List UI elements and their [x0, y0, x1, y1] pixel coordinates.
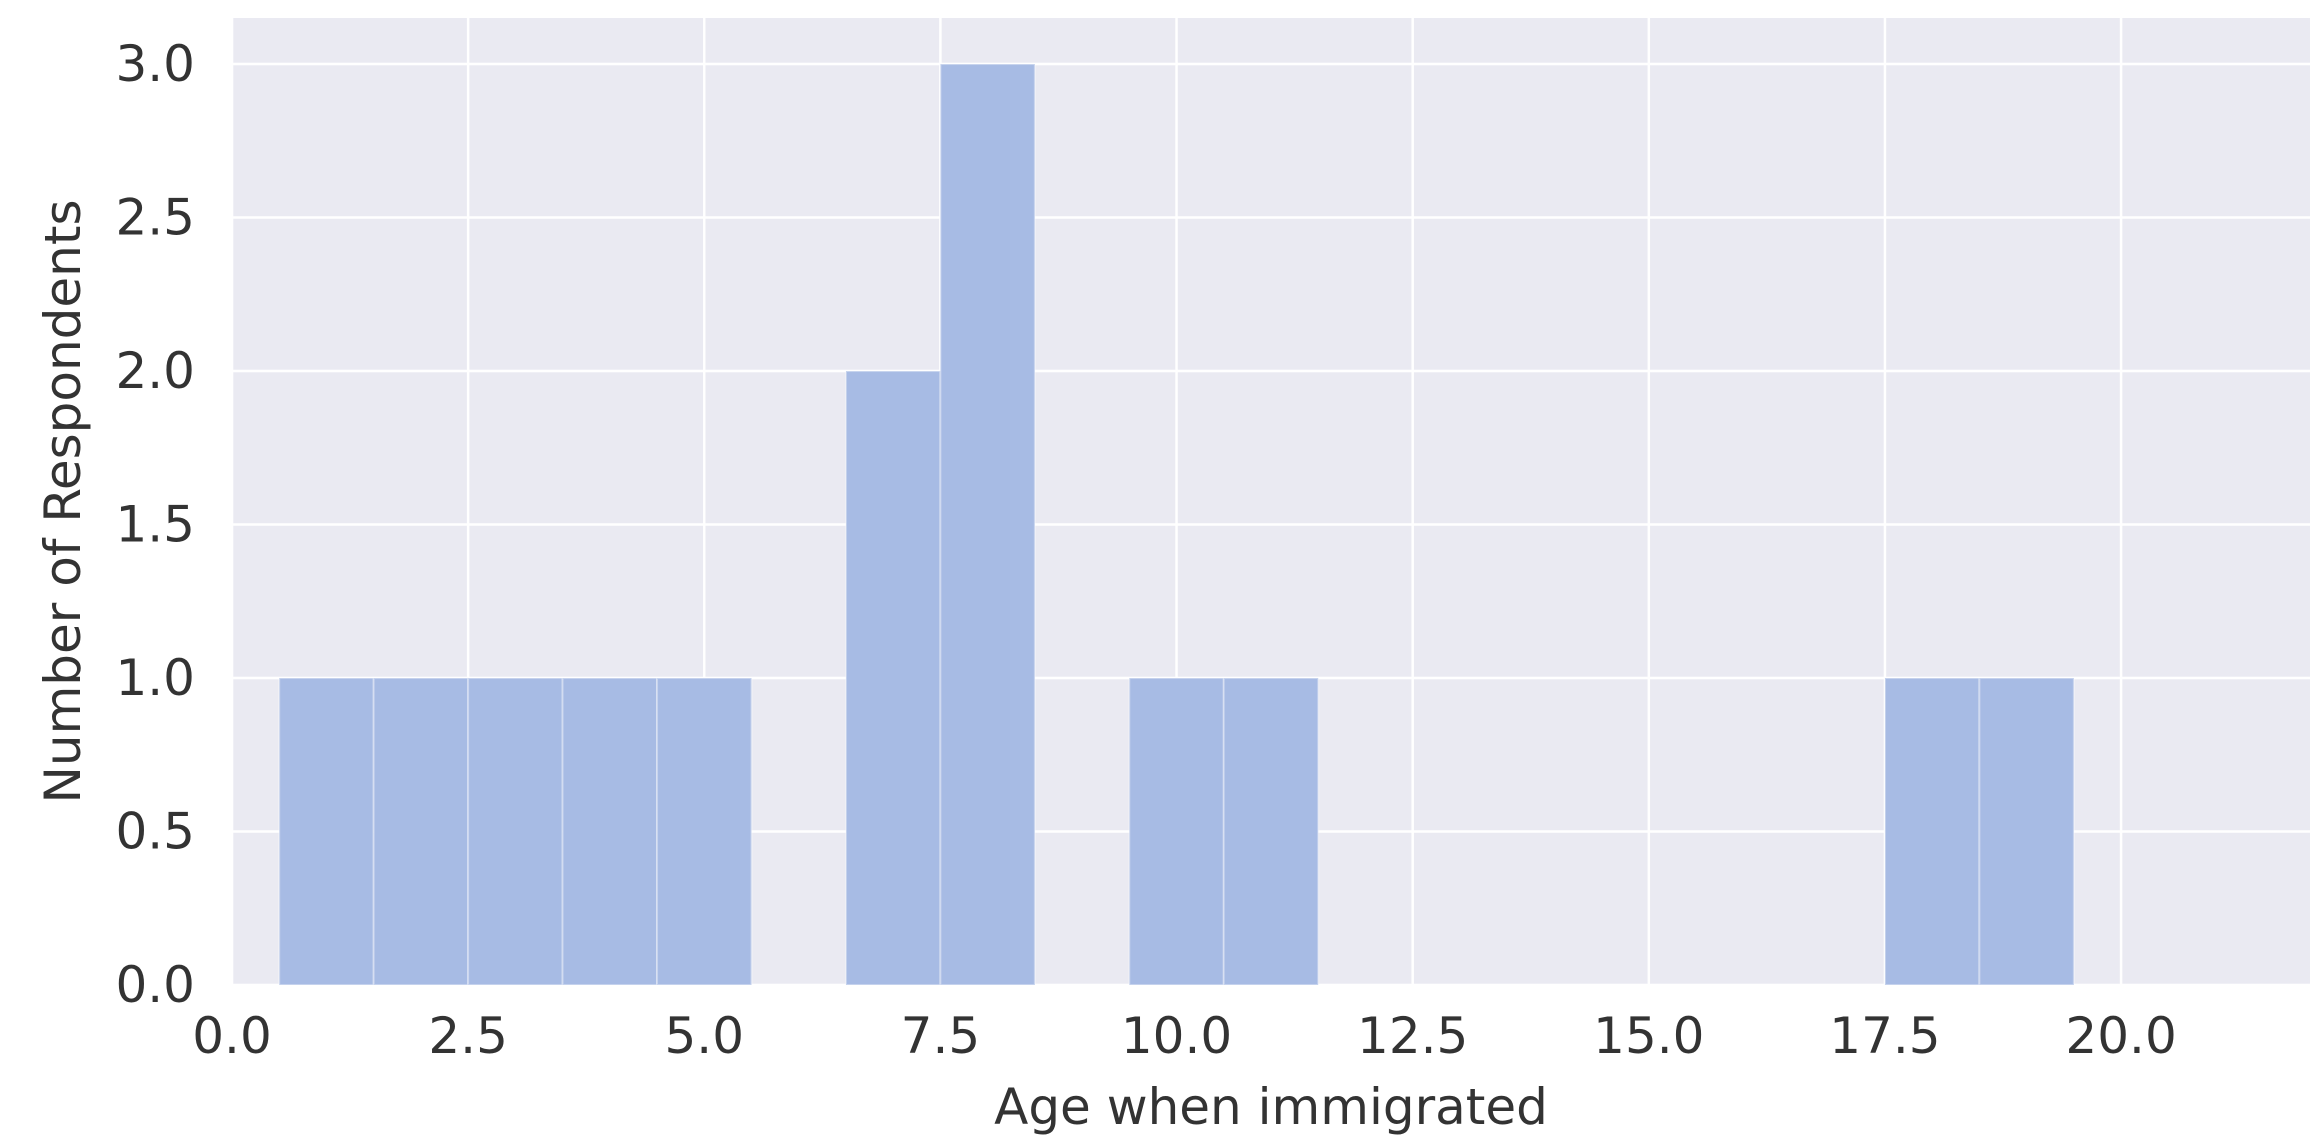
x-tick-label: 7.5 [901, 1007, 981, 1065]
y-axis-label: Number of Respondents [34, 199, 92, 803]
x-tick-label: 15.0 [1593, 1007, 1704, 1065]
y-tick-label: 3.0 [115, 35, 195, 93]
histogram-bar [1883, 677, 1981, 986]
y-tick-labels: 0.0 0.5 1.0 1.5 2.0 2.5 3.0 [115, 35, 195, 1014]
y-tick-label: 0.0 [115, 956, 195, 1014]
x-tick-labels: 0.0 2.5 5.0 7.5 10.0 12.5 15.0 17.5 20.0 [192, 1007, 2177, 1065]
histogram-bar [1128, 677, 1225, 986]
x-tick-label: 20.0 [2065, 1007, 2176, 1065]
x-tick-label: 10.0 [1121, 1007, 1232, 1065]
bars [278, 63, 2075, 987]
histogram-bar [467, 677, 564, 986]
y-tick-label: 1.5 [115, 496, 195, 554]
histogram-bar [656, 677, 753, 986]
histogram-bar [561, 677, 659, 986]
histogram-bar [372, 677, 470, 986]
y-tick-label: 2.5 [115, 189, 195, 247]
x-axis-label: Age when immigrated [994, 1078, 1548, 1136]
y-tick-label: 1.0 [115, 649, 195, 707]
x-tick-label: 17.5 [1829, 1007, 1940, 1065]
histogram-bar [844, 370, 942, 986]
histogram-bar [939, 63, 1036, 987]
x-tick-label: 2.5 [428, 1007, 508, 1065]
x-tick-label: 0.0 [192, 1007, 272, 1065]
x-tick-label: 5.0 [665, 1007, 745, 1065]
histogram-bar [1978, 677, 2075, 986]
x-tick-label: 12.5 [1357, 1007, 1468, 1065]
y-tick-label: 0.5 [115, 803, 195, 861]
histogram-bar [278, 677, 375, 986]
y-tick-label: 2.0 [115, 342, 195, 400]
histogram-bar [1222, 677, 1320, 986]
